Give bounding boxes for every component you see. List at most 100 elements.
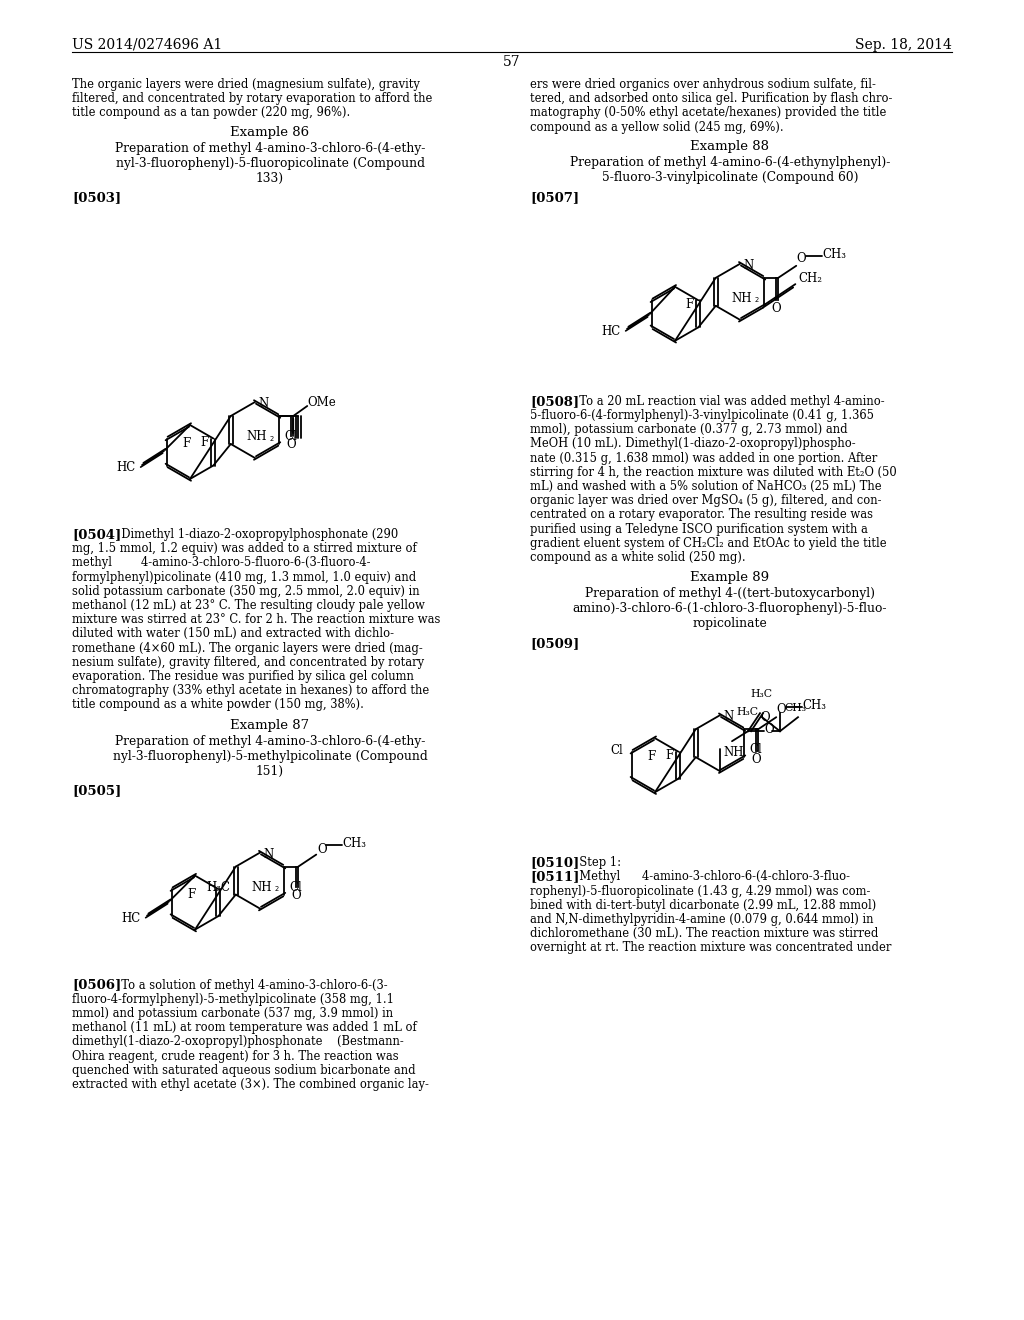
- Text: N: N: [258, 397, 268, 411]
- Text: US 2014/0274696 A1: US 2014/0274696 A1: [72, 38, 222, 51]
- Text: matography (0-50% ethyl acetate/hexanes) provided the title: matography (0-50% ethyl acetate/hexanes)…: [530, 107, 887, 119]
- Text: NH: NH: [723, 746, 743, 759]
- Text: Step 1:: Step 1:: [572, 857, 621, 869]
- Text: dimethyl(1-diazo-2-oxopropyl)phosphonate    (Bestmann-: dimethyl(1-diazo-2-oxopropyl)phosphonate…: [72, 1035, 403, 1048]
- Text: methanol (12 mL) at 23° C. The resulting cloudy pale yellow: methanol (12 mL) at 23° C. The resulting…: [72, 599, 425, 612]
- Text: N: N: [743, 259, 754, 272]
- Text: CH₃: CH₃: [822, 248, 846, 261]
- Text: fluoro-4-formylphenyl)-5-methylpicolinate (358 mg, 1.1: fluoro-4-formylphenyl)-5-methylpicolinat…: [72, 993, 394, 1006]
- Text: Preparation of methyl 4-amino-6-(4-ethynylphenyl)-: Preparation of methyl 4-amino-6-(4-ethyn…: [569, 156, 890, 169]
- Text: mmol) and potassium carbonate (537 mg, 3.9 mmol) in: mmol) and potassium carbonate (537 mg, 3…: [72, 1007, 393, 1020]
- Text: HC: HC: [122, 912, 141, 924]
- Text: centrated on a rotary evaporator. The resulting reside was: centrated on a rotary evaporator. The re…: [530, 508, 873, 521]
- Text: NH: NH: [247, 430, 267, 444]
- Text: [0509]: [0509]: [530, 638, 580, 651]
- Text: Ohira reagent, crude reagent) for 3 h. The reaction was: Ohira reagent, crude reagent) for 3 h. T…: [72, 1049, 398, 1063]
- Text: NH: NH: [732, 292, 753, 305]
- Text: mixture was stirred at 23° C. for 2 h. The reaction mixture was: mixture was stirred at 23° C. for 2 h. T…: [72, 614, 440, 626]
- Text: Dimethyl 1-diazo-2-oxopropylphosphonate (290: Dimethyl 1-diazo-2-oxopropylphosphonate …: [114, 528, 398, 541]
- Text: Example 87: Example 87: [230, 718, 309, 731]
- Text: O: O: [760, 711, 770, 725]
- Text: O: O: [764, 723, 773, 737]
- Text: nyl-3-fluorophenyl)-5-fluoropicolinate (Compound: nyl-3-fluorophenyl)-5-fluoropicolinate (…: [116, 157, 425, 169]
- Text: mL) and washed with a 5% solution of NaHCO₃ (25 mL) The: mL) and washed with a 5% solution of NaH…: [530, 480, 882, 492]
- Text: H₃C: H₃C: [750, 689, 772, 700]
- Text: diluted with water (150 mL) and extracted with dichlo-: diluted with water (150 mL) and extracte…: [72, 627, 394, 640]
- Text: ropicolinate: ropicolinate: [692, 618, 767, 630]
- Text: 5-fluoro-3-vinylpicolinate (Compound 60): 5-fluoro-3-vinylpicolinate (Compound 60): [602, 170, 858, 183]
- Text: Cl: Cl: [750, 743, 762, 756]
- Text: $_2$: $_2$: [269, 434, 274, 444]
- Text: O: O: [776, 704, 785, 717]
- Text: Example 88: Example 88: [690, 140, 769, 153]
- Text: mmol), potassium carbonate (0.377 g, 2.73 mmol) and: mmol), potassium carbonate (0.377 g, 2.7…: [530, 424, 848, 436]
- Text: 133): 133): [256, 172, 284, 185]
- Text: extracted with ethyl acetate (3×). The combined organic lay-: extracted with ethyl acetate (3×). The c…: [72, 1078, 429, 1092]
- Text: mg, 1.5 mmol, 1.2 equiv) was added to a stirred mixture of: mg, 1.5 mmol, 1.2 equiv) was added to a …: [72, 543, 417, 556]
- Text: CH₃: CH₃: [342, 837, 367, 850]
- Text: Cl: Cl: [611, 743, 624, 756]
- Text: amino)-3-chloro-6-(1-chloro-3-fluorophenyl)-5-fluo-: amino)-3-chloro-6-(1-chloro-3-fluorophen…: [572, 602, 887, 615]
- Text: Example 89: Example 89: [690, 572, 770, 585]
- Text: compound as a yellow solid (245 mg, 69%).: compound as a yellow solid (245 mg, 69%)…: [530, 120, 783, 133]
- Text: F: F: [666, 750, 674, 762]
- Text: quenched with saturated aqueous sodium bicarbonate and: quenched with saturated aqueous sodium b…: [72, 1064, 416, 1077]
- Text: and N,N-dimethylpyridin-4-amine (0.079 g, 0.644 mmol) in: and N,N-dimethylpyridin-4-amine (0.079 g…: [530, 913, 873, 927]
- Text: overnight at rt. The reaction mixture was concentrated under: overnight at rt. The reaction mixture wa…: [530, 941, 891, 954]
- Text: O: O: [292, 888, 301, 902]
- Text: [0511]: [0511]: [530, 870, 580, 883]
- Text: Preparation of methyl 4-amino-3-chloro-6-(4-ethy-: Preparation of methyl 4-amino-3-chloro-6…: [115, 735, 425, 747]
- Text: title compound as a tan powder (220 mg, 96%).: title compound as a tan powder (220 mg, …: [72, 107, 350, 119]
- Text: title compound as a white powder (150 mg, 38%).: title compound as a white powder (150 mg…: [72, 698, 364, 711]
- Text: rophenyl)-5-fluoropicolinate (1.43 g, 4.29 mmol) was com-: rophenyl)-5-fluoropicolinate (1.43 g, 4.…: [530, 884, 870, 898]
- Text: 5-fluoro-6-(4-formylphenyl)-3-vinylpicolinate (0.41 g, 1.365: 5-fluoro-6-(4-formylphenyl)-3-vinylpicol…: [530, 409, 874, 422]
- Text: F: F: [186, 887, 196, 900]
- Text: [0503]: [0503]: [72, 191, 121, 205]
- Text: nyl-3-fluorophenyl)-5-methylpicolinate (Compound: nyl-3-fluorophenyl)-5-methylpicolinate (…: [113, 750, 427, 763]
- Text: To a solution of methyl 4-amino-3-chloro-6-(3-: To a solution of methyl 4-amino-3-chloro…: [114, 978, 388, 991]
- Text: nesium sulfate), gravity filtered, and concentrated by rotary: nesium sulfate), gravity filtered, and c…: [72, 656, 424, 669]
- Text: nate (0.315 g, 1.638 mmol) was added in one portion. After: nate (0.315 g, 1.638 mmol) was added in …: [530, 451, 878, 465]
- Text: O: O: [752, 754, 761, 766]
- Text: Preparation of methyl 4-((tert-butoxycarbonyl): Preparation of methyl 4-((tert-butoxycar…: [585, 587, 874, 601]
- Text: 151): 151): [256, 764, 284, 777]
- Text: methanol (11 mL) at room temperature was added 1 mL of: methanol (11 mL) at room temperature was…: [72, 1022, 417, 1034]
- Text: Preparation of methyl 4-amino-3-chloro-6-(4-ethy-: Preparation of methyl 4-amino-3-chloro-6…: [115, 141, 425, 154]
- Text: tered, and adsorbed onto silica gel. Purification by flash chro-: tered, and adsorbed onto silica gel. Pur…: [530, 92, 892, 106]
- Text: filtered, and concentrated by rotary evaporation to afford the: filtered, and concentrated by rotary eva…: [72, 92, 432, 106]
- Text: CH₃: CH₃: [784, 704, 806, 713]
- Text: CH₃: CH₃: [802, 700, 826, 713]
- Text: H₃C: H₃C: [736, 708, 758, 717]
- Text: Methyl      4-amino-3-chloro-6-(4-chloro-3-fluo-: Methyl 4-amino-3-chloro-6-(4-chloro-3-fl…: [572, 870, 850, 883]
- Text: O: O: [797, 252, 806, 265]
- Text: $_2$: $_2$: [274, 884, 280, 894]
- Text: CH₂: CH₂: [799, 272, 822, 285]
- Text: O: O: [317, 842, 327, 855]
- Text: F: F: [201, 436, 209, 449]
- Text: O: O: [771, 302, 781, 314]
- Text: NH: NH: [252, 880, 272, 894]
- Text: formylphenyl)picolinate (410 mg, 1.3 mmol, 1.0 equiv) and: formylphenyl)picolinate (410 mg, 1.3 mmo…: [72, 570, 416, 583]
- Text: F: F: [182, 437, 190, 450]
- Text: N: N: [723, 710, 733, 723]
- Text: romethane (4×60 mL). The organic layers were dried (mag-: romethane (4×60 mL). The organic layers …: [72, 642, 423, 655]
- Text: F: F: [647, 750, 655, 763]
- Text: chromatography (33% ethyl acetate in hexanes) to afford the: chromatography (33% ethyl acetate in hex…: [72, 684, 429, 697]
- Text: [0506]: [0506]: [72, 978, 121, 991]
- Text: To a 20 mL reaction vial was added methyl 4-amino-: To a 20 mL reaction vial was added methy…: [572, 395, 885, 408]
- Text: H₃C: H₃C: [207, 880, 230, 894]
- Text: [0510]: [0510]: [530, 857, 580, 869]
- Text: purified using a Teledyne ISCO purification system with a: purified using a Teledyne ISCO purificat…: [530, 523, 868, 536]
- Text: [0507]: [0507]: [530, 191, 580, 203]
- Text: methyl        4-amino-3-chloro-5-fluoro-6-(3-fluoro-4-: methyl 4-amino-3-chloro-5-fluoro-6-(3-fl…: [72, 557, 371, 569]
- Text: 57: 57: [503, 55, 521, 69]
- Text: OMe: OMe: [307, 396, 336, 409]
- Text: [0505]: [0505]: [72, 784, 121, 797]
- Text: Cl: Cl: [289, 880, 302, 894]
- Text: ers were dried organics over anhydrous sodium sulfate, fil-: ers were dried organics over anhydrous s…: [530, 78, 876, 91]
- Text: dichloromethane (30 mL). The reaction mixture was stirred: dichloromethane (30 mL). The reaction mi…: [530, 927, 879, 940]
- Text: The organic layers were dried (magnesium sulfate), gravity: The organic layers were dried (magnesium…: [72, 78, 420, 91]
- Text: Example 86: Example 86: [230, 125, 309, 139]
- Text: MeOH (10 mL). Dimethyl(1-diazo-2-oxopropyl)phospho-: MeOH (10 mL). Dimethyl(1-diazo-2-oxoprop…: [530, 437, 856, 450]
- Text: Sep. 18, 2014: Sep. 18, 2014: [855, 38, 952, 51]
